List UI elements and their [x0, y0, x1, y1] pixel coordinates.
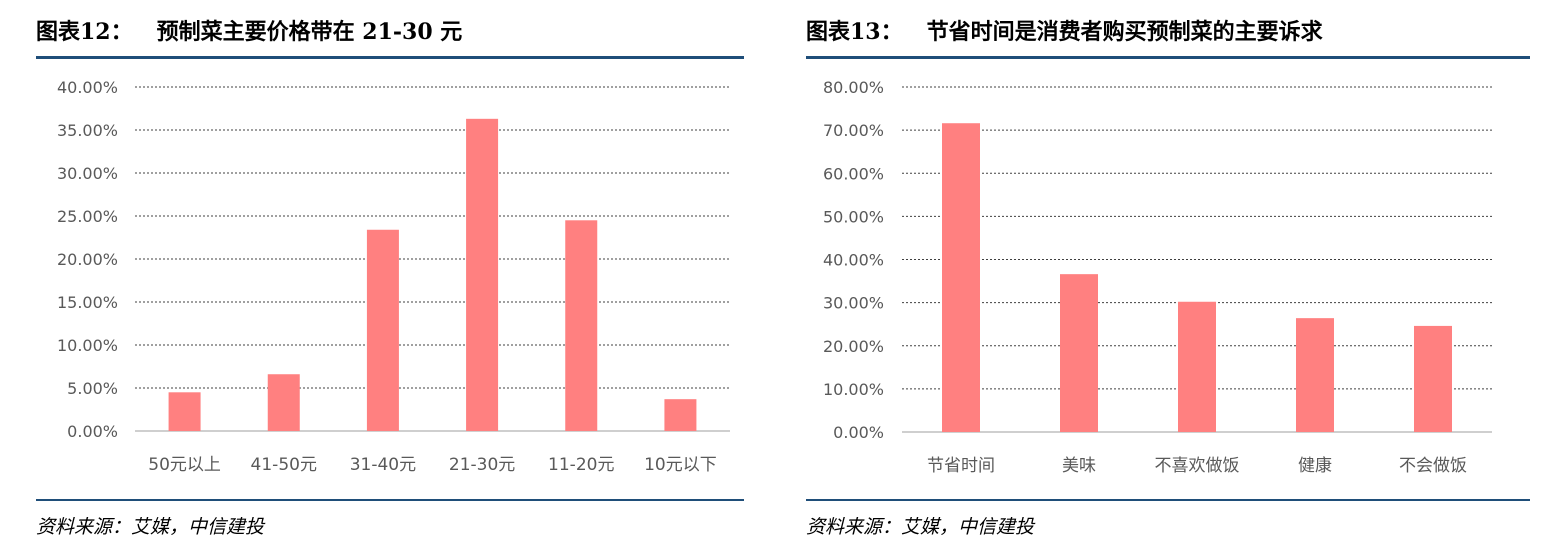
y-tick-label: 10.00% [57, 336, 118, 355]
bar [168, 392, 201, 431]
x-category-label: 不会做饭 [1399, 456, 1467, 476]
figure-12: 图表12： 预制菜主要价格带在 21-30 元 0.00% 5.00% 10.00% 1… [0, 0, 760, 548]
y-tick-label: 30.00% [823, 294, 884, 313]
title-rule [806, 56, 1530, 59]
bar [1060, 274, 1098, 432]
figure-number: 图表13： [806, 19, 903, 45]
y-tick-label: 0.00% [67, 422, 118, 441]
bar [1414, 325, 1452, 432]
y-tick-label: 25.00% [57, 207, 118, 226]
bar [664, 399, 697, 431]
price-band-bar-chart: 0.00% 5.00% 10.00% 15.00% 20.00% 25.00% 30.00%… [57, 78, 730, 475]
x-category-label: 10元以下 [644, 455, 717, 475]
source-note: 资料来源：艾媒，中信建投 [806, 516, 1035, 538]
y-tick-label: 30.00% [57, 164, 118, 183]
figure-number: 图表12： [36, 19, 133, 45]
x-category-label: 50元以上 [148, 455, 221, 475]
source-rule [36, 499, 744, 501]
y-tick-label: 70.00% [823, 121, 884, 140]
purchase-motivation-bar-chart: 0.00% 10.00% 20.00% 30.00% 40.00% 50.00% 60.00… [823, 78, 1492, 476]
title-rule [36, 56, 744, 59]
x-category-label: 不喜欢做饭 [1155, 456, 1240, 476]
bar [366, 229, 399, 431]
y-tick-label: 80.00% [823, 78, 884, 97]
y-tick-label: 5.00% [67, 379, 118, 398]
x-category-label: 节省时间 [927, 456, 995, 476]
bar [942, 123, 980, 432]
y-tick-label: 10.00% [823, 380, 884, 399]
figure-title: 图表13： 节省时间是消费者购买预制菜的主要诉求 [806, 14, 1323, 46]
y-tick-label: 40.00% [57, 78, 118, 97]
y-tick-label: 20.00% [57, 250, 118, 269]
figure-title-text: 节省时间是消费者购买预制菜的主要诉求 [926, 19, 1323, 45]
x-category-label: 21-30元 [449, 455, 515, 475]
source-note: 资料来源：艾媒，中信建投 [36, 516, 265, 538]
bar [1296, 318, 1334, 432]
y-tick-label: 0.00% [833, 423, 884, 442]
y-tick-label: 40.00% [823, 251, 884, 270]
y-tick-label: 15.00% [57, 293, 118, 312]
figure-title-text: 预制菜主要价格带在 21-30 元 [156, 19, 463, 45]
figure-13: 图表13： 节省时间是消费者购买预制菜的主要诉求 0.00% 10.00% 20.00… [770, 0, 1544, 548]
source-rule [806, 499, 1530, 501]
x-category-label: 31-40元 [350, 455, 416, 475]
x-category-label: 健康 [1298, 456, 1332, 476]
x-category-label: 41-50元 [251, 455, 317, 475]
x-category-label: 11-20元 [548, 455, 614, 475]
figure-title: 图表12： 预制菜主要价格带在 21-30 元 [36, 14, 462, 46]
bar [466, 118, 499, 431]
bar [565, 220, 598, 431]
y-tick-label: 35.00% [57, 121, 118, 140]
y-tick-label: 60.00% [823, 164, 884, 183]
bar [1178, 301, 1216, 432]
bar [267, 374, 300, 431]
y-tick-label: 20.00% [823, 337, 884, 356]
x-category-label: 美味 [1062, 456, 1096, 476]
y-tick-label: 50.00% [823, 207, 884, 226]
